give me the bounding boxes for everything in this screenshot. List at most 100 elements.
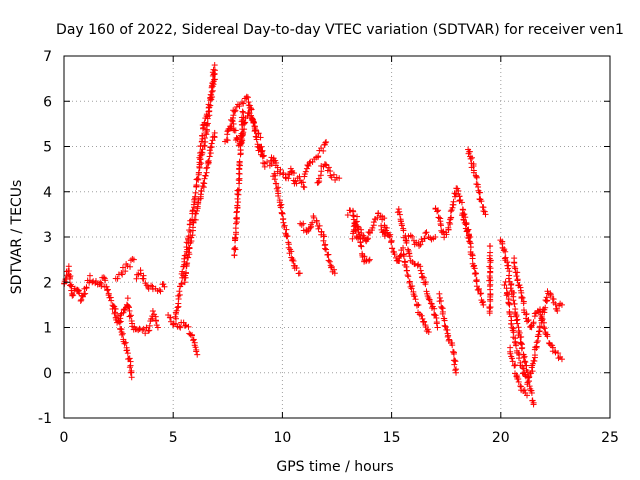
data-point (104, 287, 111, 294)
data-point (239, 108, 246, 115)
data-point (423, 229, 430, 236)
data-point (526, 373, 533, 380)
data-point (316, 222, 323, 229)
data-point (325, 164, 332, 171)
data-point (478, 198, 485, 205)
data-point (558, 356, 565, 363)
data-point (519, 294, 526, 301)
data-point (146, 322, 153, 329)
data-point (366, 256, 373, 263)
data-point (541, 325, 548, 332)
data-point (544, 333, 551, 340)
data-point (97, 279, 104, 286)
data-point (463, 219, 470, 226)
data-point (193, 207, 200, 214)
data-point (125, 303, 132, 310)
data-point (513, 312, 520, 319)
data-point (124, 295, 131, 302)
data-point (475, 287, 482, 294)
data-point (398, 222, 405, 229)
data-point (499, 244, 506, 251)
data-point (296, 270, 303, 277)
data-point (149, 308, 156, 315)
data-point (434, 324, 441, 331)
data-point (108, 297, 115, 304)
data-point (478, 290, 485, 297)
data-point (259, 153, 266, 160)
data-point (282, 174, 289, 181)
data-point (514, 320, 521, 327)
data-point (518, 340, 525, 347)
data-point (475, 285, 482, 292)
data-point (506, 301, 513, 308)
data-point (231, 108, 238, 115)
data-point (182, 322, 189, 329)
chart-title: Day 160 of 2022, Sidereal Day-to-day VTE… (56, 22, 624, 38)
data-point (435, 207, 442, 214)
data-point (232, 127, 239, 134)
data-point (315, 225, 322, 232)
data-point (127, 369, 134, 376)
data-point (191, 339, 198, 346)
data-point (323, 246, 330, 253)
data-point (306, 159, 313, 166)
data-point (127, 263, 134, 270)
data-point (192, 216, 199, 223)
data-point (236, 103, 243, 110)
data-point (160, 281, 167, 288)
data-point (469, 255, 476, 262)
data-point (140, 325, 147, 332)
data-point (128, 374, 135, 381)
data-point (126, 355, 133, 362)
data-point (199, 138, 206, 145)
data-point (344, 212, 351, 219)
data-point (502, 278, 509, 285)
data-point (531, 358, 538, 365)
data-point (288, 248, 295, 255)
data-point (452, 367, 459, 374)
x-tick-label: 25 (601, 430, 619, 446)
data-point (264, 159, 271, 166)
data-point (277, 166, 284, 173)
data-point (307, 224, 314, 231)
data-point (523, 318, 530, 325)
data-point (397, 218, 404, 225)
data-point (425, 329, 432, 336)
data-point (239, 126, 246, 133)
data-point (207, 150, 214, 157)
data-point (470, 167, 477, 174)
data-point (449, 342, 456, 349)
data-point (231, 252, 238, 259)
data-point (508, 320, 515, 327)
x-tick-label: 10 (273, 430, 291, 446)
data-point (515, 355, 522, 362)
data-point (412, 296, 419, 303)
data-point (519, 344, 526, 351)
data-point (232, 107, 239, 114)
data-point (460, 217, 467, 224)
data-point (315, 175, 322, 182)
data-point (431, 311, 438, 318)
data-point (261, 163, 268, 170)
data-point (278, 209, 285, 216)
data-point (512, 265, 519, 272)
data-point (118, 331, 125, 338)
data-point (185, 323, 192, 330)
grid-lines (64, 56, 610, 418)
data-point (301, 184, 308, 191)
data-point (325, 257, 332, 264)
data-point (406, 250, 413, 257)
data-point (465, 235, 472, 242)
data-point (504, 291, 511, 298)
data-point (403, 267, 410, 274)
data-point (422, 230, 429, 237)
data-point (236, 180, 243, 187)
data-point (177, 324, 184, 331)
data-point (474, 181, 481, 188)
data-point (374, 214, 381, 221)
data-point (510, 297, 517, 304)
data-point (521, 358, 528, 365)
data-point (369, 224, 376, 231)
data-point (421, 319, 428, 326)
data-point (119, 330, 126, 337)
